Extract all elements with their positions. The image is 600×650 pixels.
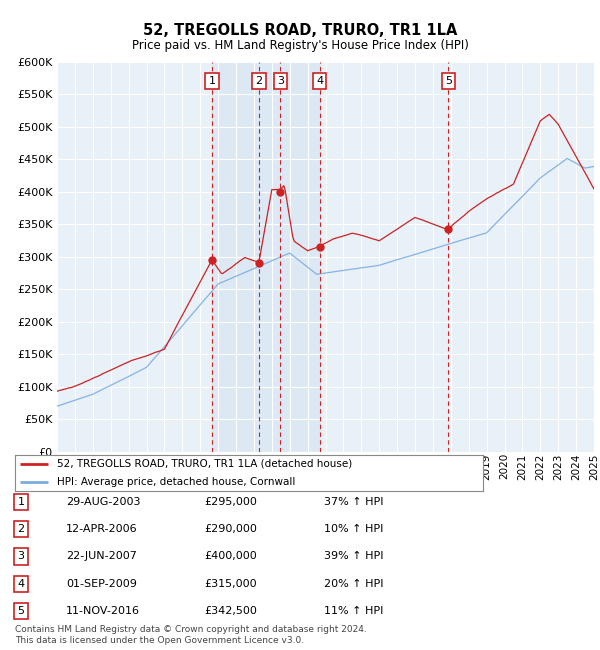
Text: Contains HM Land Registry data © Crown copyright and database right 2024.
This d: Contains HM Land Registry data © Crown c…	[15, 625, 367, 645]
Text: 5: 5	[17, 606, 25, 616]
Text: 12-APR-2006: 12-APR-2006	[66, 524, 137, 534]
Text: £315,000: £315,000	[204, 578, 257, 589]
Text: 4: 4	[17, 578, 25, 589]
Text: 20% ↑ HPI: 20% ↑ HPI	[324, 578, 383, 589]
Text: HPI: Average price, detached house, Cornwall: HPI: Average price, detached house, Corn…	[57, 477, 295, 487]
Text: £400,000: £400,000	[204, 551, 257, 562]
Text: 3: 3	[17, 551, 25, 562]
Text: 52, TREGOLLS ROAD, TRURO, TR1 1LA (detached house): 52, TREGOLLS ROAD, TRURO, TR1 1LA (detac…	[57, 459, 352, 469]
Text: £290,000: £290,000	[204, 524, 257, 534]
Text: 11% ↑ HPI: 11% ↑ HPI	[324, 606, 383, 616]
Bar	[259, 62, 280, 452]
Text: 52, TREGOLLS ROAD, TRURO, TR1 1LA: 52, TREGOLLS ROAD, TRURO, TR1 1LA	[143, 23, 457, 38]
Text: 39% ↑ HPI: 39% ↑ HPI	[324, 551, 383, 562]
Text: 2: 2	[17, 524, 25, 534]
Text: £342,500: £342,500	[204, 606, 257, 616]
Text: 29-AUG-2003: 29-AUG-2003	[66, 497, 140, 507]
Text: 11-NOV-2016: 11-NOV-2016	[66, 606, 140, 616]
Text: £295,000: £295,000	[204, 497, 257, 507]
Text: 1: 1	[17, 497, 25, 507]
Bar	[212, 62, 259, 452]
Bar	[280, 62, 320, 452]
Text: 2: 2	[256, 76, 262, 86]
Text: 10% ↑ HPI: 10% ↑ HPI	[324, 524, 383, 534]
Text: 5: 5	[445, 76, 452, 86]
Text: 1: 1	[209, 76, 215, 86]
Text: 01-SEP-2009: 01-SEP-2009	[66, 578, 137, 589]
Text: 3: 3	[277, 76, 284, 86]
Text: 4: 4	[316, 76, 323, 86]
Text: Price paid vs. HM Land Registry's House Price Index (HPI): Price paid vs. HM Land Registry's House …	[131, 39, 469, 52]
Text: 37% ↑ HPI: 37% ↑ HPI	[324, 497, 383, 507]
Text: 22-JUN-2007: 22-JUN-2007	[66, 551, 137, 562]
